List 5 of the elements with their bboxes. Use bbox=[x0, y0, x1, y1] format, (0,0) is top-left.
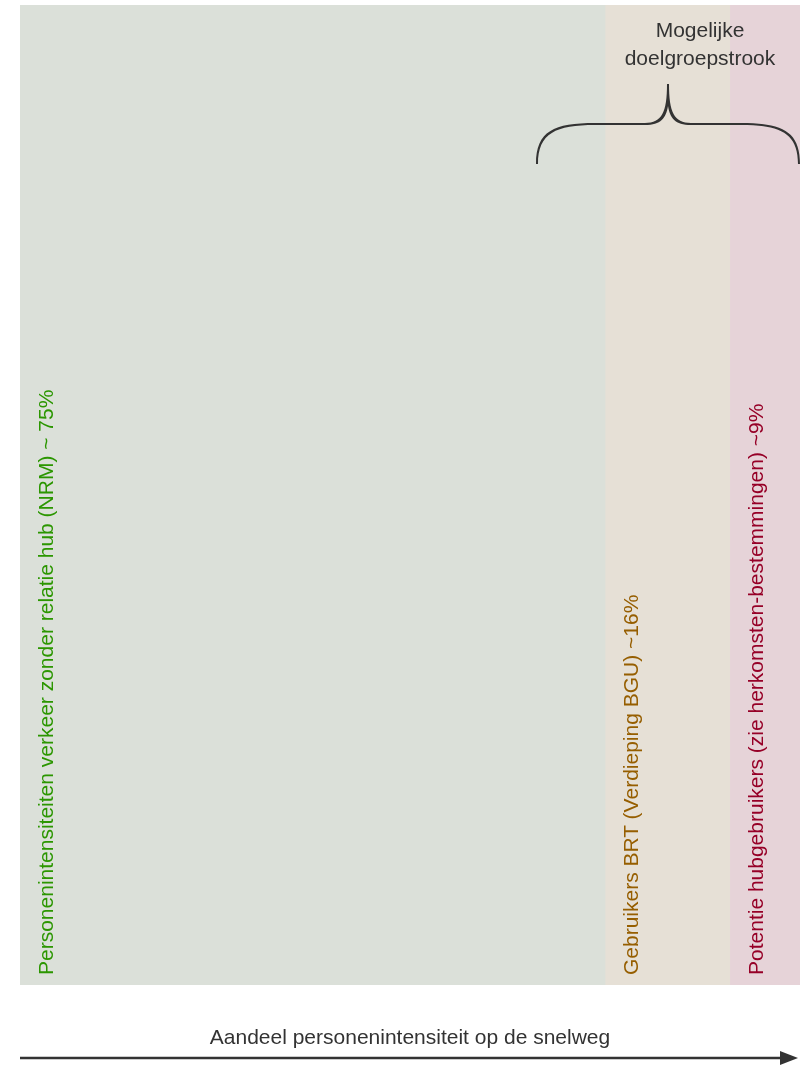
x-axis-title: Aandeel personenintensiteit op de snelweg bbox=[208, 1025, 612, 1049]
annotation: Mogelijke doelgroepstrook bbox=[623, 17, 777, 71]
series-label: Gebruikers BRT (Verdieping BGU) ~16% bbox=[618, 594, 642, 975]
series-label: Potentie hubgebruikers (zie herkomsten-bestemmingen) ~9% bbox=[743, 403, 767, 975]
series-label: Personenintensiteiten verkeer zonder relatie hub (NRM) ~ 75% bbox=[33, 389, 57, 975]
